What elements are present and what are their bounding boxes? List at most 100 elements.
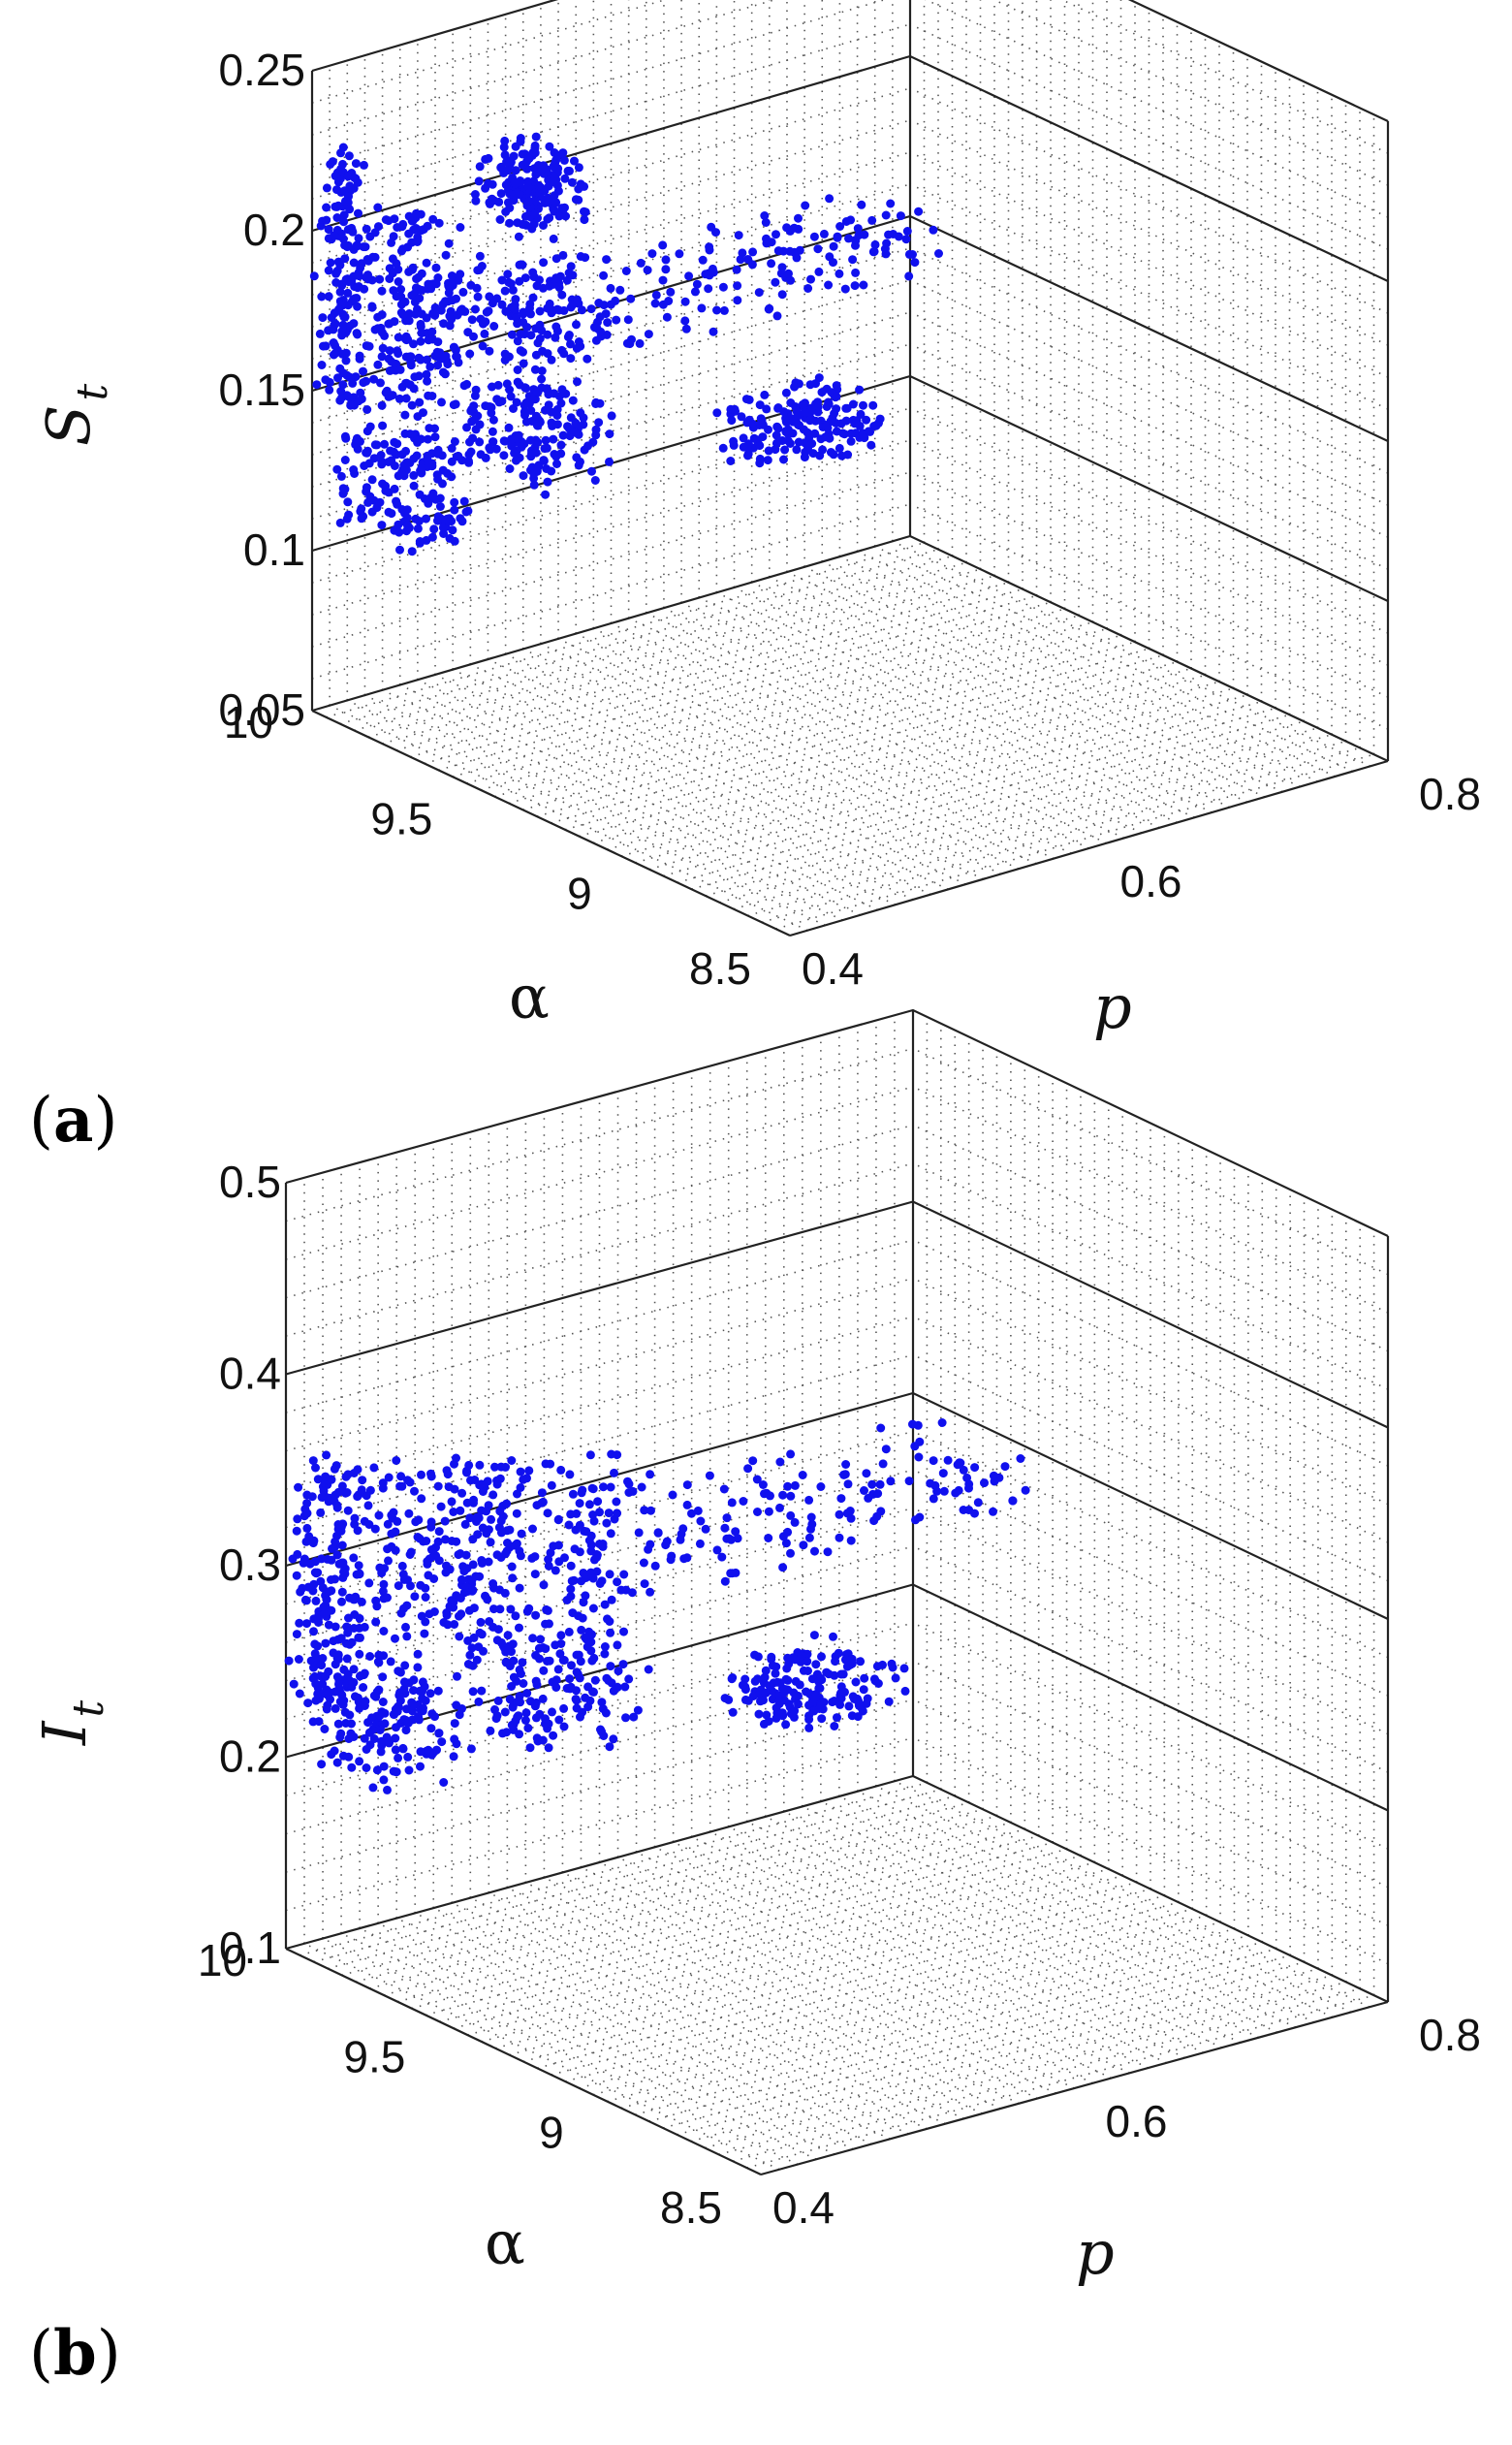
data-point — [526, 406, 536, 415]
data-point — [434, 218, 444, 228]
data-point — [781, 427, 791, 436]
data-point — [572, 320, 581, 330]
data-point — [519, 347, 527, 357]
floor-grid-line — [329, 704, 808, 932]
data-point — [836, 1494, 846, 1504]
data-point — [538, 1497, 548, 1507]
data-point — [368, 1726, 378, 1734]
data-point — [790, 382, 800, 392]
data-point — [362, 487, 371, 496]
data-point — [370, 440, 380, 450]
data-point — [817, 388, 827, 397]
data-point — [359, 1670, 368, 1680]
data-point — [867, 215, 877, 225]
data-point — [667, 1551, 677, 1561]
data-point — [339, 210, 349, 220]
data-point — [515, 1665, 524, 1674]
data-point — [539, 221, 548, 230]
data-point — [574, 337, 583, 346]
data-point — [367, 275, 377, 285]
floor-grid-line — [769, 576, 1248, 804]
data-point — [693, 1506, 703, 1515]
data-point — [403, 334, 413, 344]
data-point — [510, 190, 520, 200]
data-point — [806, 274, 815, 284]
data-point — [551, 254, 561, 264]
data-point — [518, 219, 527, 229]
data-point — [387, 1529, 396, 1539]
data-point — [786, 1510, 796, 1520]
data-point — [519, 1679, 528, 1688]
z-tick-label: 0.2 — [243, 205, 305, 255]
data-point — [324, 292, 333, 302]
data-point — [543, 385, 552, 395]
data-point — [349, 258, 359, 268]
data-point — [821, 422, 831, 431]
data-point — [462, 1466, 471, 1476]
data-point — [469, 1633, 479, 1642]
data-point — [488, 427, 497, 436]
floor-grid-line — [326, 542, 925, 718]
data-point — [862, 1469, 871, 1478]
data-point — [576, 252, 585, 261]
data-point — [355, 354, 364, 364]
data-point — [839, 1470, 849, 1479]
data-point — [361, 1697, 370, 1706]
floor-grid-line — [313, 1788, 942, 1963]
wall-grid-line — [285, 1124, 914, 1299]
data-point — [360, 1733, 369, 1743]
wall-grid-line — [285, 1316, 914, 1490]
data-point — [556, 398, 566, 408]
data-point — [380, 1719, 390, 1729]
data-point — [450, 437, 459, 446]
floor-grid-line — [299, 1782, 928, 1956]
data-point — [318, 1654, 328, 1663]
data-point — [324, 1620, 333, 1630]
data-point — [609, 1734, 618, 1744]
data-point — [376, 451, 386, 460]
data-point — [548, 421, 557, 430]
wall-grid-line — [311, 0, 887, 168]
data-point — [496, 189, 506, 199]
data-point — [377, 328, 387, 337]
data-point — [853, 224, 863, 234]
data-point — [712, 1545, 722, 1555]
floor-grid-line — [628, 617, 1107, 844]
z-tick-label: 0.15 — [218, 365, 305, 415]
data-point — [332, 1550, 342, 1560]
data-point — [581, 1591, 590, 1601]
data-point — [627, 1588, 637, 1598]
data-point — [417, 285, 426, 295]
wall-grid-line — [909, 471, 1389, 698]
floor-grid-line — [765, 1816, 1242, 2044]
wall-grid-line — [311, 87, 911, 264]
data-point — [390, 214, 399, 224]
data-point — [588, 1573, 598, 1583]
data-point — [413, 238, 423, 246]
data-point — [416, 319, 425, 329]
data-point — [331, 1622, 340, 1632]
data-point — [467, 315, 477, 325]
data-point — [578, 1485, 587, 1495]
data-point — [322, 1704, 331, 1714]
floor-grid-line — [481, 1868, 1109, 2043]
data-point — [394, 394, 404, 403]
data-point — [521, 383, 531, 393]
z-axis-label-subscript: t — [64, 1700, 113, 1718]
floor-grid-line — [382, 689, 861, 916]
data-point — [692, 279, 702, 289]
data-point — [828, 1698, 837, 1707]
data-point — [332, 464, 342, 474]
data-point — [400, 1661, 410, 1670]
z-tick-label: 0.25 — [218, 45, 305, 95]
data-point — [486, 1538, 495, 1547]
data-point — [532, 1733, 542, 1743]
data-point — [543, 303, 552, 313]
data-point — [904, 249, 914, 259]
data-point — [740, 1685, 750, 1695]
data-point — [801, 438, 809, 448]
floor-grid-line — [434, 674, 914, 901]
floor-grid-line — [346, 699, 826, 927]
data-point — [533, 338, 543, 348]
data-point — [568, 270, 578, 280]
